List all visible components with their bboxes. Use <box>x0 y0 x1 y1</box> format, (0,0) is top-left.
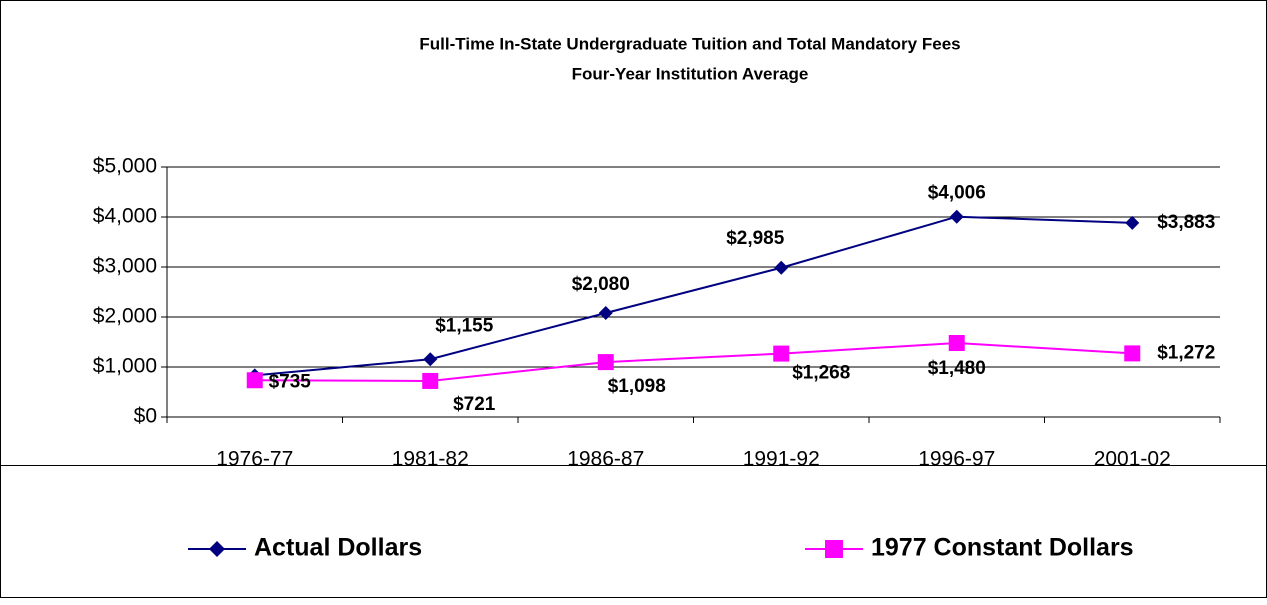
data-point <box>423 352 438 367</box>
data-label: $721 <box>453 394 496 415</box>
data-label: $2,080 <box>572 274 630 295</box>
legend-label: Actual Dollars <box>254 534 422 562</box>
data-point <box>598 306 613 320</box>
chart-subtitle: Four-Year Institution Average <box>572 64 809 83</box>
y-tick-label: $2,000 <box>93 305 157 328</box>
data-label: $1,268 <box>792 363 850 384</box>
series-line <box>254 341 1133 382</box>
y-tick-label: $1,000 <box>93 355 157 378</box>
data-point <box>773 345 790 362</box>
data-label: $1,272 <box>1157 342 1215 363</box>
y-tick-label: $3,000 <box>93 255 157 278</box>
legend-label: 1977 Constant Dollars <box>871 534 1134 562</box>
y-tick-label: $4,000 <box>93 205 157 228</box>
legend-marker <box>209 541 225 557</box>
data-label: $4,006 <box>928 183 986 204</box>
x-tick-label: 1991-92 <box>743 448 820 471</box>
x-tick-label: 1976-77 <box>216 448 293 471</box>
data-point <box>597 354 614 371</box>
data-label: $1,480 <box>928 358 986 379</box>
x-tick-label: 1986-87 <box>567 448 644 471</box>
data-point <box>948 335 965 351</box>
data-label: $2,985 <box>726 228 785 249</box>
data-point <box>1124 345 1141 362</box>
data-label: $1,155 <box>435 315 494 336</box>
data-point <box>422 372 439 389</box>
data-point <box>1125 215 1140 230</box>
data-point <box>774 260 789 275</box>
x-tick-label: 2001-02 <box>1094 448 1171 471</box>
legend-marker <box>825 540 843 558</box>
x-tick-label: 1996-97 <box>918 448 995 471</box>
data-point <box>949 209 964 224</box>
y-tick-label: $0 <box>134 405 157 428</box>
data-label: $735 <box>269 371 312 392</box>
data-point <box>246 372 263 389</box>
data-label: $1,098 <box>608 376 666 397</box>
x-tick-label: 1981-82 <box>392 448 469 471</box>
y-tick-label: $5,000 <box>93 155 157 178</box>
chart-title: Full-Time In-State Undergraduate Tuition… <box>419 34 960 53</box>
data-label: $3,883 <box>1157 212 1215 233</box>
series-line <box>254 215 1133 377</box>
